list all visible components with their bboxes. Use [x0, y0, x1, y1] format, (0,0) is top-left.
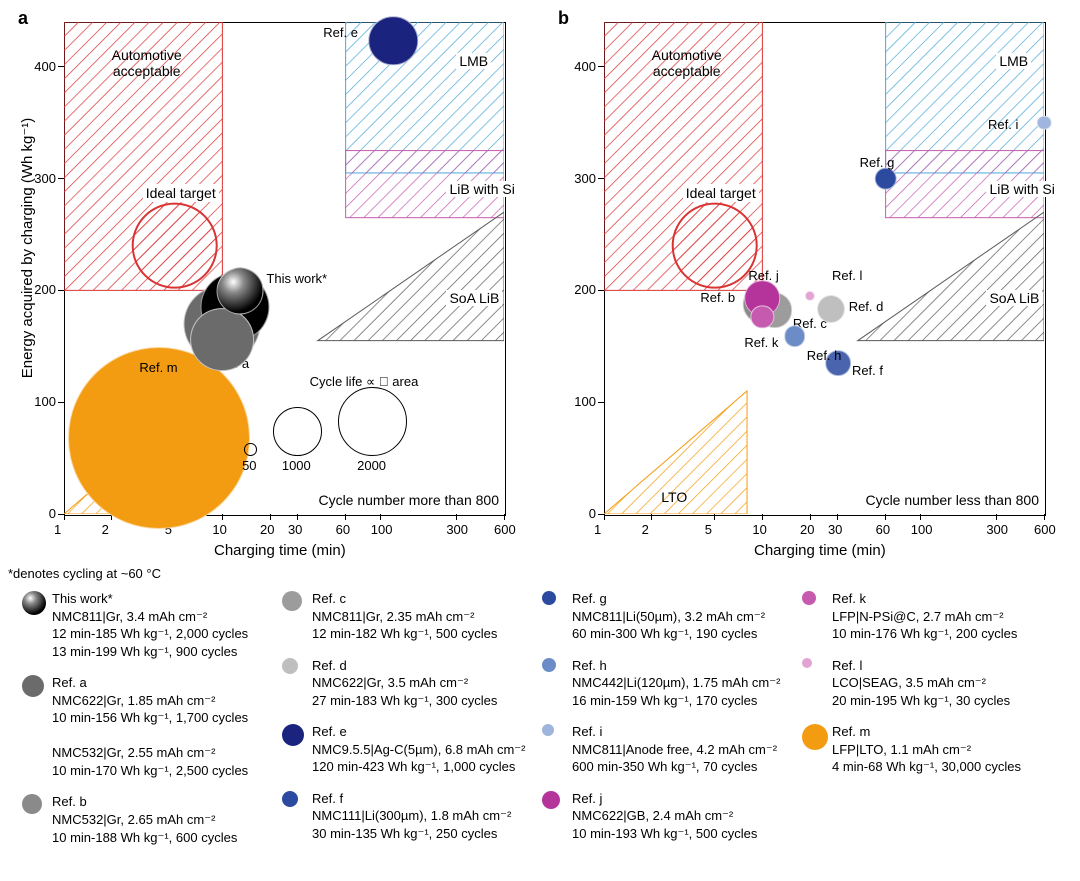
x-tick: 2	[642, 522, 649, 537]
legend-icon-ref-k	[802, 591, 816, 605]
y-tick: 100	[574, 394, 596, 409]
point-ref-h	[784, 325, 806, 347]
x-tick: 30	[828, 522, 842, 537]
x-tick: 100	[911, 522, 933, 537]
point-ref-i	[1037, 115, 1052, 130]
ideal-target-label: Ideal target	[683, 184, 759, 202]
legend-item-ref-e: Ref. eNMC9.5.5|Ag-C(5µm), 6.8 mAh cm⁻²12…	[282, 723, 534, 776]
x-tick: 5	[705, 522, 712, 537]
legend-icon-ref-f	[282, 791, 298, 807]
y-tick: 0	[589, 506, 596, 521]
legend-icon-ref-m	[802, 724, 828, 750]
legend-item-ref-k: Ref. kLFP|N-PSi@C, 2.7 mAh cm⁻²10 min-17…	[802, 590, 1054, 643]
x-tick: 600	[1034, 522, 1056, 537]
legend-item-ref-b: Ref. bNMC532|Gr, 2.65 mAh cm⁻²10 min-188…	[22, 793, 274, 846]
corner-note-b: Cycle number less than 800	[804, 492, 1039, 508]
legend-icon-ref-i	[542, 724, 554, 736]
legend-icon-ref-g	[542, 591, 556, 605]
legend-item-ref-m: Ref. mLFP|LTO, 1.1 mAh cm⁻²4 min-68 Wh k…	[802, 723, 1054, 776]
legend-item-this-work: This work*NMC811|Gr, 3.4 mAh cm⁻²12 min-…	[22, 590, 274, 660]
x-tick: 20	[800, 522, 814, 537]
point-ref-d	[817, 295, 845, 323]
x-tick: 60	[876, 522, 890, 537]
x-tick: 300	[986, 522, 1008, 537]
y-tick: 400	[574, 59, 596, 74]
legend-icon-ref-a	[22, 675, 44, 697]
legend-icon-ref-c	[282, 591, 302, 611]
legend-item-ref-j: Ref. jNMC622|GB, 2.4 mAh cm⁻²10 min-193 …	[542, 790, 794, 843]
legend-item-ref-i: Ref. iNMC811|Anode free, 4.2 mAh cm⁻²600…	[542, 723, 794, 776]
x-axis-label: Charging time (min)	[754, 542, 886, 559]
y-tick: 200	[574, 282, 596, 297]
point-ref-g	[874, 167, 897, 190]
legend-item-ref-c: Ref. cNMC811|Gr, 2.35 mAh cm⁻²12 min-182…	[282, 590, 534, 643]
legend-icon-ref-l	[802, 658, 812, 668]
panel-letter-b: b	[558, 8, 569, 29]
x-tick: 1	[594, 522, 601, 537]
legend-item-ref-g: Ref. gNMC811|Li(50µm), 3.2 mAh cm⁻²60 mi…	[542, 590, 794, 643]
legend-icon-ref-e	[282, 724, 304, 746]
legend-item-ref-a: Ref. aNMC622|Gr, 1.85 mAh cm⁻²10 min-156…	[22, 674, 274, 779]
legend-item-ref-h: Ref. hNMC442|Li(120µm), 1.75 mAh cm⁻²16 …	[542, 657, 794, 710]
legend-icon-ref-d	[282, 658, 298, 674]
legend: This work*NMC811|Gr, 3.4 mAh cm⁻²12 min-…	[22, 590, 1072, 880]
legend-item-ref-l: Ref. lLCO|SEAG, 3.5 mAh cm⁻²20 min-195 W…	[802, 657, 1054, 710]
legend-icon-ref-b	[22, 794, 42, 814]
legend-item-ref-f: Ref. fNMC111|Li(300µm), 1.8 mAh cm⁻²30 m…	[282, 790, 534, 843]
legend-item-ref-d: Ref. dNMC622|Gr, 3.5 mAh cm⁻²27 min-183 …	[282, 657, 534, 710]
y-tick: 300	[574, 171, 596, 186]
legend-icon-ref-j	[542, 791, 560, 809]
legend-icon-ref-h	[542, 658, 556, 672]
footnote: *denotes cycling at ~60 °C	[8, 566, 161, 581]
legend-icon-this-work	[22, 591, 46, 615]
x-tick: 10	[752, 522, 766, 537]
plot-area-b	[604, 22, 1046, 516]
point-ref-f	[825, 350, 851, 376]
